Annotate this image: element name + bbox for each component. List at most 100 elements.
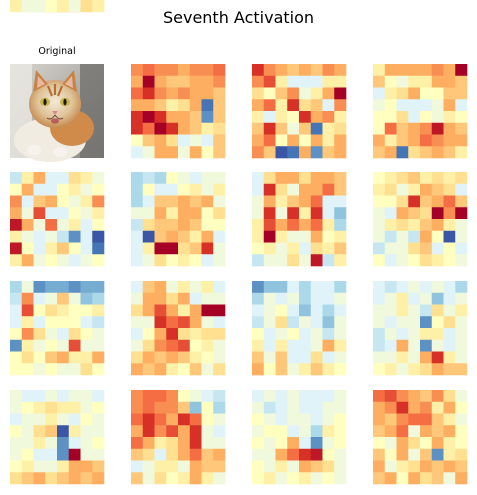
heatmap-cell [45, 305, 57, 317]
heatmap-cell [190, 461, 202, 473]
heatmap-cell [69, 184, 81, 196]
heatmap-cell [455, 425, 467, 437]
heatmap-cell [334, 123, 346, 135]
heatmap-cell [420, 414, 432, 426]
heatmap-cell [432, 390, 444, 402]
heatmap-cell [455, 123, 467, 135]
heatmap-cell [432, 76, 444, 88]
heatmap-cell [92, 425, 104, 437]
heatmap-cell [22, 305, 34, 317]
heatmap-cell [455, 305, 467, 317]
heatmap-cell [444, 76, 456, 88]
heatmap-cell [22, 207, 34, 219]
heatmap-cell [143, 472, 155, 484]
heatmap-cell [311, 207, 323, 219]
heatmap-cell [155, 135, 167, 147]
heatmap-cell [202, 305, 214, 317]
heatmap-cell [190, 146, 202, 158]
heatmap-cell [455, 146, 467, 158]
heatmap-cell [276, 340, 288, 352]
heatmap-cell [92, 414, 104, 426]
heatmap-cell [311, 437, 323, 449]
heatmap-cell [81, 414, 93, 426]
heatmap-cell [287, 146, 299, 158]
heatmap-cell [57, 472, 69, 484]
heatmap-cell [155, 414, 167, 426]
heatmap-cell [69, 461, 81, 473]
heatmap-cell [311, 316, 323, 328]
heatmap-cell [155, 305, 167, 317]
heatmap-cell [143, 293, 155, 305]
heatmap-cell [155, 281, 167, 293]
heatmap-cell [166, 184, 178, 196]
heatmap-cell [287, 64, 299, 76]
heatmap-cell [397, 146, 409, 158]
heatmap-cell [264, 328, 276, 340]
heatmap-cell [34, 207, 46, 219]
heatmap-cell [420, 352, 432, 364]
heatmap-cell [190, 196, 202, 208]
heatmap-cell [57, 243, 69, 255]
heatmap-cell [420, 146, 432, 158]
heatmap-cell [22, 196, 34, 208]
heatmap-cell [202, 425, 214, 437]
heatmap-cell [432, 231, 444, 243]
heatmap-cell [131, 352, 143, 364]
heatmap-cell [420, 88, 432, 100]
heatmap-cell [287, 390, 299, 402]
heatmap-cell [252, 281, 264, 293]
heatmap-cell [264, 88, 276, 100]
heatmap-cell [311, 196, 323, 208]
heatmap-cell [276, 293, 288, 305]
heatmap-cell [264, 472, 276, 484]
heatmap-cell [264, 64, 276, 76]
heatmap-cell [299, 207, 311, 219]
heatmap-cell [213, 352, 225, 364]
heatmap-cell [155, 425, 167, 437]
heatmap-cell [334, 402, 346, 414]
heatmap-cell [444, 123, 456, 135]
heatmap-cell [143, 219, 155, 231]
heatmap-cell [81, 231, 93, 243]
heatmap-cell [408, 390, 420, 402]
heatmap-cell [444, 196, 456, 208]
heatmap-cell [264, 437, 276, 449]
heatmap-cell [299, 414, 311, 426]
heatmap-cell [166, 99, 178, 111]
heatmap-cell [311, 146, 323, 158]
heatmap-cell [69, 243, 81, 255]
heatmap-cell [213, 461, 225, 473]
heatmap-cell [334, 99, 346, 111]
heatmap-cell [166, 135, 178, 147]
heatmap-cell [22, 437, 34, 449]
heatmap-cell [373, 461, 385, 473]
heatmap-cell [22, 461, 34, 473]
heatmap-cell [373, 254, 385, 266]
heatmap-cell [166, 305, 178, 317]
heatmap-cell [385, 123, 397, 135]
activation-map-16 [10, 0, 104, 12]
heatmap-cell [408, 172, 420, 184]
heatmap-cell [385, 254, 397, 266]
heatmap-cell [22, 243, 34, 255]
heatmap-cell [155, 340, 167, 352]
heatmap-cell [166, 219, 178, 231]
heatmap-cell [45, 0, 57, 12]
heatmap-cell [166, 111, 178, 123]
heatmap-cell [420, 437, 432, 449]
heatmap-cell [202, 414, 214, 426]
heatmap-cell [299, 363, 311, 375]
heatmap-cell [57, 281, 69, 293]
heatmap-cell [444, 414, 456, 426]
heatmap-cell [287, 172, 299, 184]
heatmap-cell [299, 316, 311, 328]
heatmap-cell [323, 305, 335, 317]
heatmap-cell [178, 88, 190, 100]
heatmap-cell [178, 316, 190, 328]
heatmap-cell [373, 146, 385, 158]
heatmap-cell [432, 99, 444, 111]
heatmap-cell [57, 437, 69, 449]
heatmap-cell [45, 390, 57, 402]
heatmap-cell [213, 99, 225, 111]
heatmap-cell [373, 363, 385, 375]
